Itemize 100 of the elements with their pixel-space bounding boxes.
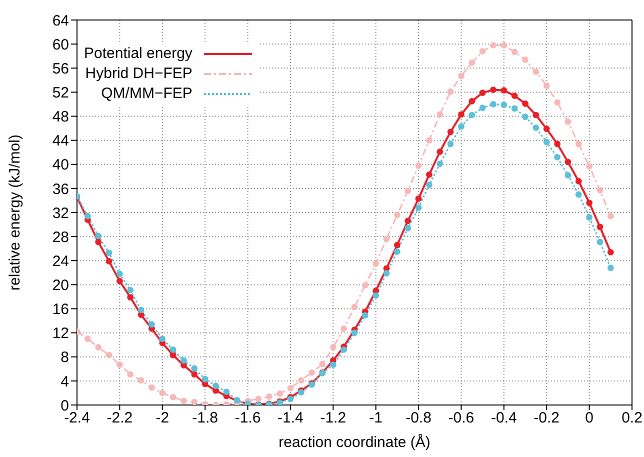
point <box>490 101 496 108</box>
point <box>564 172 572 178</box>
y-axis-title: relative energy (kJ/mol) <box>6 134 24 290</box>
point <box>287 384 294 392</box>
x-tick-label: -1 <box>369 410 383 427</box>
y-tick-label: 52 <box>52 84 69 102</box>
point <box>212 382 219 389</box>
point <box>522 100 528 107</box>
point <box>575 140 582 148</box>
y-tick-label: 28 <box>52 228 69 246</box>
point <box>180 357 187 364</box>
point <box>372 292 380 299</box>
legend-label: Hybrid DH−FEP <box>85 64 192 84</box>
point <box>458 72 464 80</box>
point <box>596 238 604 246</box>
point <box>511 105 518 112</box>
point <box>447 128 454 136</box>
point <box>554 154 560 160</box>
x-tick-label: -1.8 <box>192 410 218 427</box>
point <box>564 118 572 125</box>
point <box>554 140 560 148</box>
point <box>404 188 412 194</box>
point <box>500 87 508 94</box>
point <box>362 312 368 319</box>
x-tick-label: -0.2 <box>534 410 560 427</box>
point <box>458 111 464 118</box>
point <box>202 376 208 382</box>
x-axis-title: reaction coordinate (Å) <box>278 433 430 451</box>
point <box>106 250 112 256</box>
point <box>116 361 123 368</box>
point <box>330 344 336 350</box>
point <box>116 270 123 278</box>
point <box>522 56 528 63</box>
point <box>351 330 358 336</box>
y-tick-label: 4 <box>60 373 69 390</box>
point <box>394 248 400 255</box>
point <box>436 148 444 155</box>
point <box>575 178 582 184</box>
legend-label: QM/MM−FEP <box>101 84 192 104</box>
point <box>511 48 518 56</box>
point <box>447 88 454 95</box>
y-tick-label: 20 <box>52 277 69 294</box>
y-tick-label: 16 <box>52 301 69 318</box>
point <box>415 195 422 202</box>
point <box>148 321 155 328</box>
x-tick-label: -1.6 <box>234 410 261 427</box>
y-tick-label: 44 <box>52 132 69 150</box>
point <box>404 218 412 224</box>
point <box>458 123 464 130</box>
y-tick-label: 12 <box>52 325 69 342</box>
point <box>490 42 496 48</box>
point <box>543 138 550 146</box>
point <box>426 171 432 178</box>
point <box>127 286 134 294</box>
point <box>575 191 582 198</box>
point <box>106 352 112 358</box>
point <box>276 390 283 397</box>
point <box>479 90 486 96</box>
point <box>415 162 422 169</box>
point <box>159 336 166 342</box>
point <box>362 282 368 288</box>
point <box>138 306 144 314</box>
point <box>554 99 560 106</box>
point <box>159 390 166 396</box>
point <box>127 294 134 301</box>
point <box>468 60 476 66</box>
point <box>468 98 476 104</box>
x-tick-label: -0.8 <box>406 410 432 427</box>
point <box>436 111 444 118</box>
x-tick-label: -0.4 <box>490 410 517 427</box>
x-tick-label: -0.6 <box>448 410 474 427</box>
x-tick-label: -1.2 <box>320 410 346 427</box>
point <box>298 377 304 384</box>
point <box>586 162 593 170</box>
point <box>170 394 176 400</box>
point <box>308 369 316 376</box>
point <box>532 124 540 131</box>
point <box>319 360 326 368</box>
y-tick-label: 56 <box>52 60 69 78</box>
point <box>95 232 102 240</box>
point <box>84 336 91 342</box>
point <box>543 126 550 132</box>
point <box>415 204 422 211</box>
point <box>543 82 550 89</box>
point <box>426 182 432 188</box>
x-tick-label: -1.4 <box>278 410 304 427</box>
y-tick-label: 32 <box>52 204 69 222</box>
point <box>383 270 390 276</box>
y-tick-label: 48 <box>52 108 69 126</box>
x-tick-label: 0.2 <box>622 410 642 427</box>
y-tick-label: 64 <box>52 12 69 30</box>
legend-label: Potential energy <box>84 44 192 64</box>
y-tick-label: 8 <box>60 349 69 366</box>
point <box>447 140 454 148</box>
point <box>468 112 476 118</box>
point <box>95 238 102 246</box>
point <box>138 377 144 384</box>
point <box>394 212 400 218</box>
point <box>223 388 230 395</box>
point <box>383 236 390 242</box>
